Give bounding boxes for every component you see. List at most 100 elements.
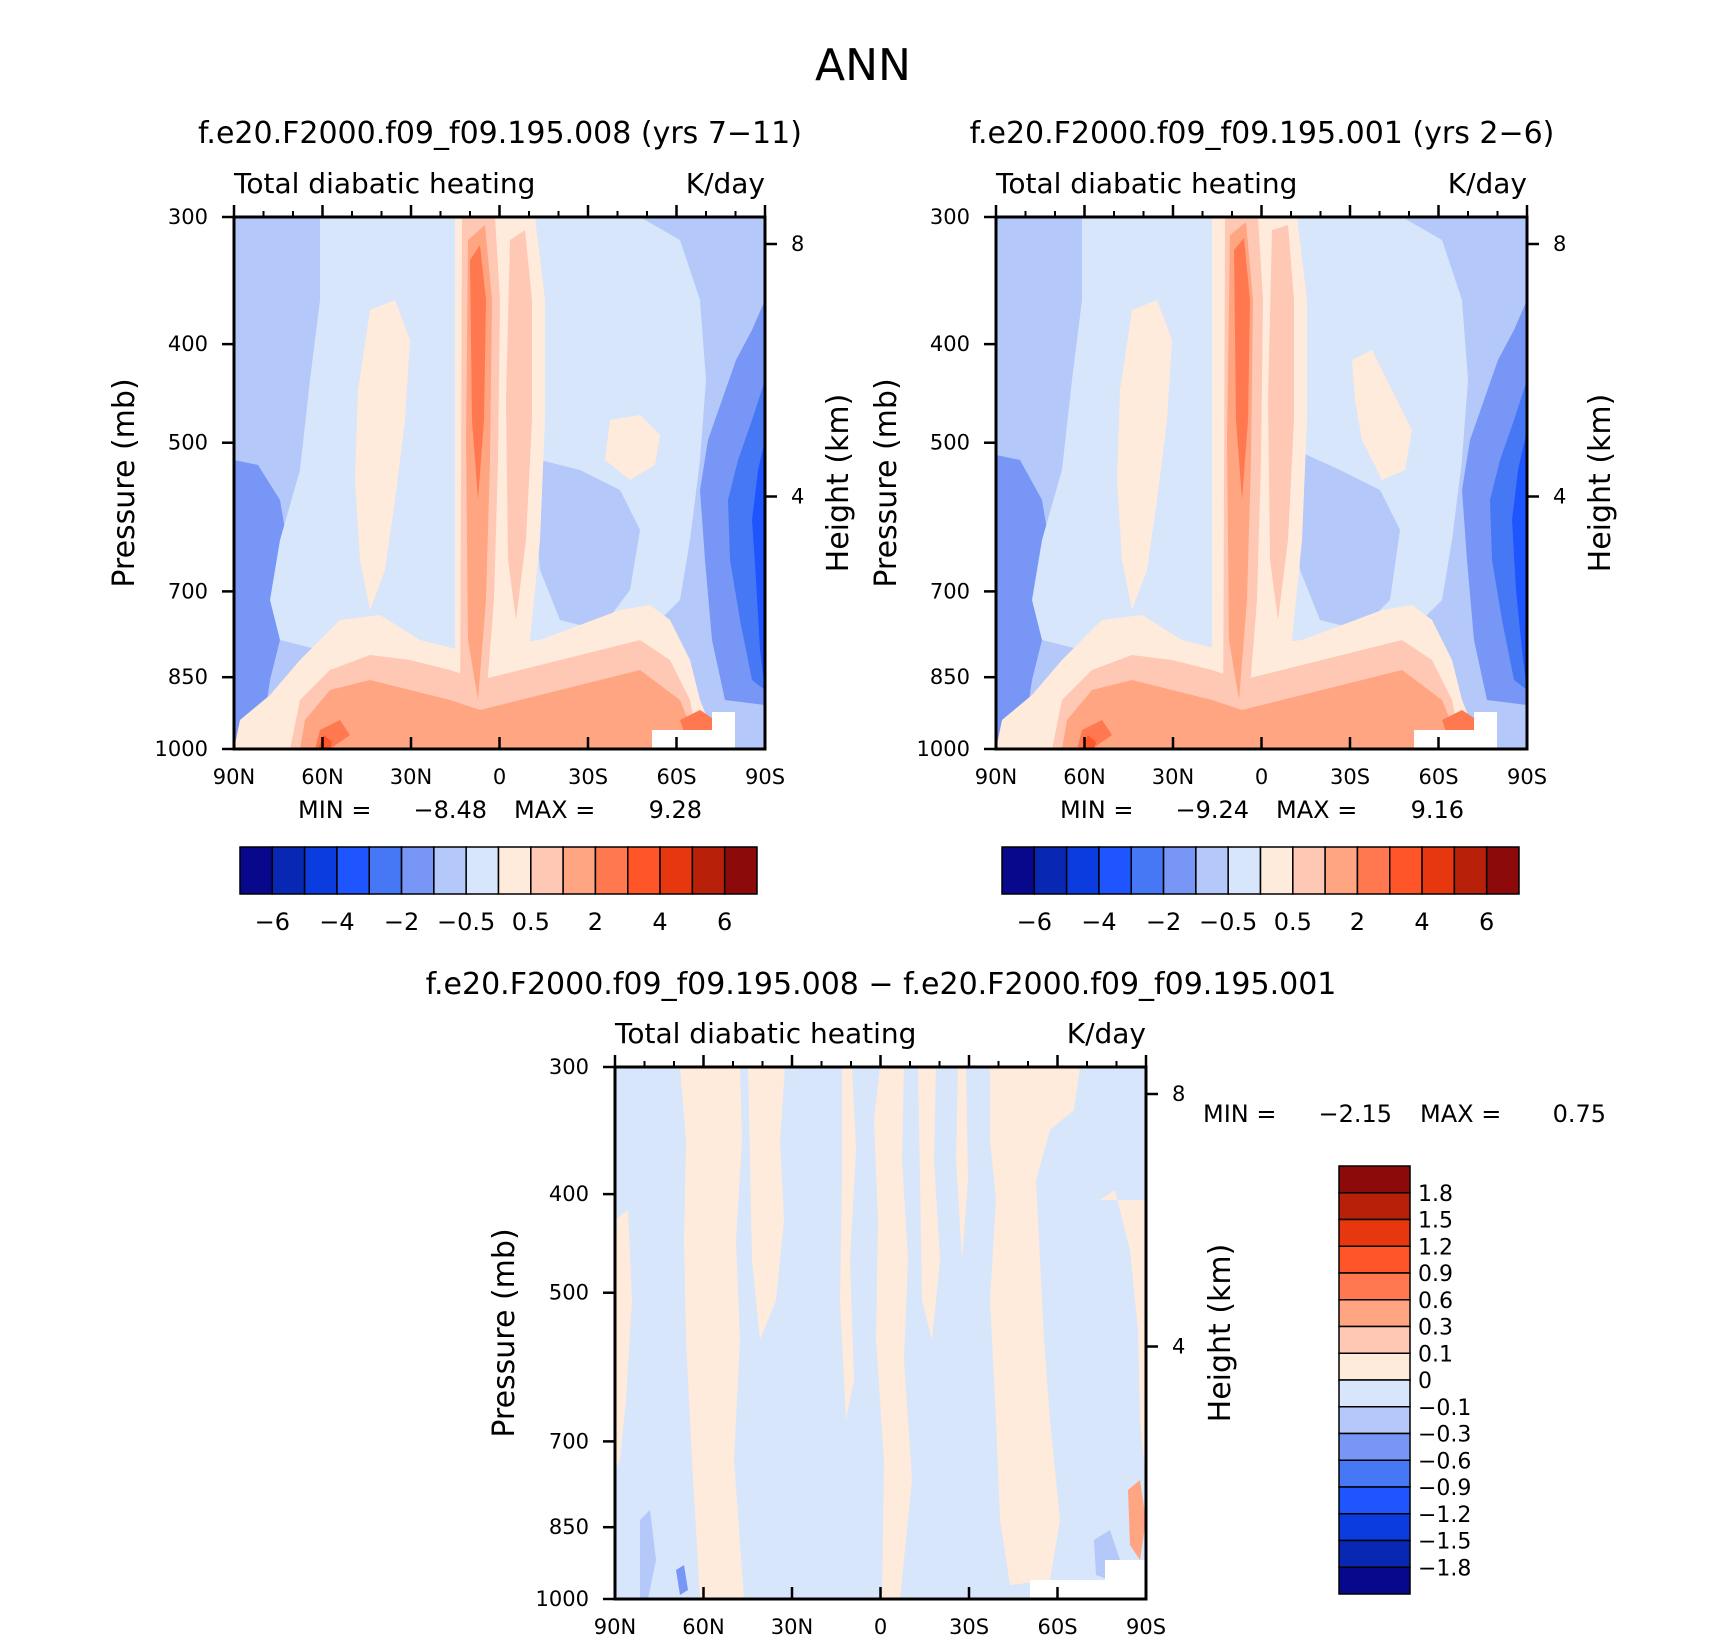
panel-left-xtick-label: 60S — [656, 765, 696, 789]
panel-left-ylabel-right: Height (km) — [821, 394, 856, 573]
panel-left-units: K/day — [686, 167, 765, 200]
panel-right-ytick-label: 850 — [930, 665, 970, 689]
panel-left-colorbar-label: −2 — [384, 908, 419, 936]
panel-diff-xtick-label: 90N — [594, 1615, 636, 1636]
panel-left-xtick-label: 0 — [493, 765, 506, 789]
panel-diff-colorbar-label: 0.1 — [1418, 1342, 1453, 1367]
panel-right-colorbar-box — [1292, 846, 1326, 895]
panel-right-xtick-label: 0 — [1255, 765, 1268, 789]
panel-left-colorbar-label: 6 — [717, 908, 732, 936]
panel-right-ytick-label: 700 — [930, 579, 970, 603]
panel-right-colorbar-box — [1485, 846, 1520, 895]
panel-left-title: f.e20.F2000.f09_f09.195.008 (yrs 7−11) — [198, 116, 802, 151]
panel-left-colorbar-box — [368, 846, 403, 895]
panel-diff-colorbar-box — [1338, 1272, 1411, 1301]
panel-left-colorbar-box — [433, 846, 467, 895]
panel-diff-ylabel-right: Height (km) — [1203, 1244, 1238, 1423]
panel-diff-min-value: −2.15 — [1318, 1100, 1392, 1128]
panel-left-colorbar-box — [400, 846, 435, 895]
panel-left-xtick-label: 60N — [301, 765, 343, 789]
panel-right-ylabel: Pressure (mb) — [869, 378, 904, 587]
panel-right-colorbar-box — [1130, 846, 1165, 895]
panel-left-max-value: 9.28 — [649, 796, 702, 824]
panel-left-colorbar-box — [691, 846, 726, 895]
panel-right-min-label: MIN = — [1060, 796, 1133, 824]
panel-left-ytick-label: 1000 — [155, 737, 208, 761]
panel-left-colorbar-box — [530, 846, 564, 895]
panel-right-colorbar-box — [1001, 846, 1036, 895]
panel-right-xtick-label: 60N — [1063, 765, 1105, 789]
panel-diff-colorbar-label: 0 — [1418, 1369, 1432, 1394]
panel-right-ylabel-right: Height (km) — [1583, 394, 1618, 573]
panel-diff-colorbar-label: 1.2 — [1418, 1235, 1453, 1260]
panel-right-contours — [996, 217, 1527, 749]
panel-right-xtick-label: 30N — [1152, 765, 1194, 789]
panel-right-colorbar-label: −4 — [1081, 908, 1116, 936]
panel-diff-subtitle: Total diabatic heating — [614, 1017, 916, 1050]
panel-left-colorbar-box — [594, 846, 629, 895]
panel-right-xtick-label: 90N — [975, 765, 1017, 789]
panel-diff-xtick-label: 60N — [682, 1615, 724, 1636]
panel-right-subtitle: Total diabatic heating — [995, 167, 1297, 200]
panel-diff-colorbar-label: −0.1 — [1418, 1396, 1471, 1421]
panel-diff-xtick-label: 0 — [874, 1615, 887, 1636]
panel-left-xtick-label: 90N — [213, 765, 255, 789]
panel-left-ytick-label: 300 — [168, 205, 208, 229]
panel-left-colorbar-box — [659, 846, 694, 895]
panel-right-colorbar: −6 −4 −2 −0.5 0.5 2 4 6 — [1001, 846, 1520, 936]
panel-right-colorbar-label: −0.5 — [1199, 908, 1257, 936]
panel-right-colorbar-label: 4 — [1414, 908, 1429, 936]
panel-diff-ytick-label: 700 — [549, 1429, 589, 1453]
panel-left-ytick-label: 500 — [168, 431, 208, 455]
panel-diff-colorbar-label: −1.8 — [1418, 1556, 1471, 1581]
panel-right-xtick-label: 30S — [1330, 765, 1370, 789]
panel-right-colorbar-box — [1065, 846, 1100, 895]
panel-left-colorbar-box — [303, 846, 338, 895]
panel-diff-ytick-label: 500 — [549, 1281, 589, 1305]
panel-left-colorbar-label: −6 — [255, 908, 290, 936]
panel-right-colorbar-box — [1421, 846, 1456, 895]
panel-right-colorbar-box — [1033, 846, 1068, 895]
panel-diff-colorbar-label: 1.8 — [1418, 1182, 1453, 1207]
panel-left-ytick-right-label: 8 — [791, 232, 804, 256]
panel-diff-ytick-label: 400 — [549, 1182, 589, 1206]
panel-left-colorbar-label: 0.5 — [512, 908, 550, 936]
panel-diff-ytick-label: 300 — [549, 1055, 589, 1079]
panel-right-colorbar-box — [1356, 846, 1391, 895]
panel-diff-xtick-label: 30S — [949, 1615, 989, 1636]
panel-left-ytick-right-label: 4 — [791, 485, 804, 509]
panel-diff-max-label: MAX = — [1420, 1100, 1501, 1128]
panel-left-colorbar-label: −0.5 — [437, 908, 495, 936]
panel-diff-colorbar-box — [1338, 1459, 1411, 1488]
panel-right-ytick-right-label: 4 — [1553, 485, 1566, 509]
panel-right-max-value: 9.16 — [1411, 796, 1464, 824]
panel-right-min-value: −9.24 — [1175, 796, 1249, 824]
panel-diff-colorbar-box — [1338, 1299, 1411, 1328]
panel-diff-ylabel: Pressure (mb) — [487, 1228, 522, 1437]
panel-right-colorbar-box — [1453, 846, 1488, 895]
panel-left-colorbar: −6 −4 −2 −0.5 0.5 2 4 6 — [239, 846, 758, 936]
panel-left-colorbar-box — [497, 846, 532, 895]
panel-diff-colorbar-box — [1338, 1513, 1411, 1542]
panel-right-ytick-label: 500 — [930, 431, 970, 455]
panel-right-colorbar-box — [1259, 846, 1294, 895]
panel-right-colorbar-box — [1195, 846, 1229, 895]
panel-right-xtick-label: 60S — [1418, 765, 1458, 789]
panel-diff-colorbar-box — [1338, 1325, 1411, 1354]
panel-left-xtick-label: 30N — [390, 765, 432, 789]
panel-right-colorbar-box — [1389, 846, 1423, 895]
panel-diff-colorbar-label: −1.5 — [1418, 1530, 1471, 1555]
panel-left-colorbar-box — [562, 846, 597, 895]
panel-right-ytick-label: 1000 — [917, 737, 970, 761]
panel-right-colorbar-box — [1098, 846, 1132, 895]
panel-diff-colorbar-label: −1.2 — [1418, 1503, 1471, 1528]
panel-right-colorbar-label: −6 — [1017, 908, 1052, 936]
panel-right-colorbar-label: −2 — [1146, 908, 1181, 936]
panel-diff-colorbar-label: −0.3 — [1418, 1423, 1471, 1448]
panel-diff-colorbar-box — [1338, 1379, 1411, 1408]
panel-diff-title: f.e20.F2000.f09_f09.195.008 − f.e20.F200… — [426, 967, 1337, 1002]
panel-diff-xtick-label: 90S — [1126, 1615, 1166, 1636]
panel-right-colorbar-label: 0.5 — [1274, 908, 1312, 936]
panel-diff-colorbar-label: 0.9 — [1418, 1262, 1453, 1287]
panel-diff-ytick-right-label: 4 — [1172, 1335, 1185, 1359]
